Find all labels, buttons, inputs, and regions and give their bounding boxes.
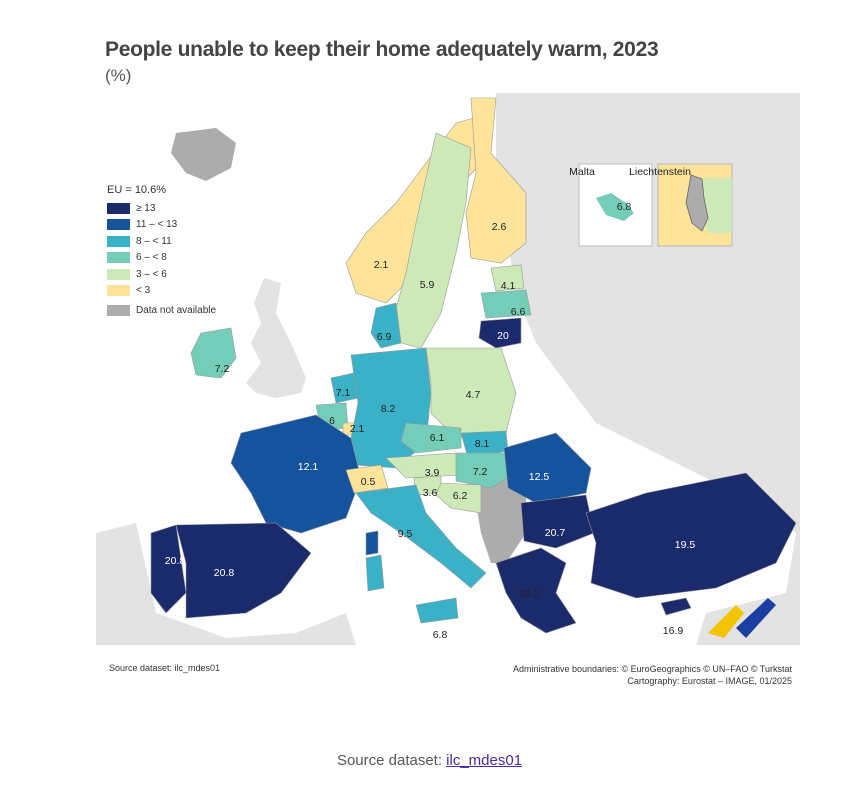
- inset-liechtenstein-shape: [685, 174, 709, 232]
- uk-land: [246, 278, 306, 398]
- label-turkey: 19.5: [675, 539, 696, 551]
- inset-liechtenstein-title: Liechtenstein: [629, 166, 691, 178]
- label-greece: 19.2: [519, 588, 540, 600]
- country-ireland: [190, 327, 237, 379]
- country-turkey: [585, 472, 797, 599]
- label-france: 12.1: [298, 461, 319, 473]
- country-france: [230, 414, 362, 534]
- legend-item: < 3: [107, 283, 216, 300]
- label-bulgaria: 20.7: [545, 527, 566, 539]
- map-legend: EU = 10.6% ≥ 13 11 – < 13 8 – < 11 6 – <…: [107, 184, 216, 319]
- label-finland: 2.6: [492, 221, 507, 233]
- label-austria: 3.9: [425, 467, 440, 479]
- credits-boundaries: Administrative boundaries: © EuroGeograp…: [512, 664, 792, 674]
- label-hungary: 7.2: [473, 466, 488, 478]
- label-czechia: 6.1: [430, 432, 445, 444]
- legend-swatch: [107, 235, 130, 247]
- country-greece: [495, 547, 577, 634]
- legend-swatch: [107, 268, 130, 280]
- country-czechia: [400, 422, 462, 454]
- label-norway: 2.1: [374, 259, 389, 271]
- label-switzerland: 0.5: [361, 476, 376, 488]
- legend-item-not-available: Data not available: [107, 302, 216, 319]
- footer-label: Source dataset:: [336, 752, 447, 769]
- country-switzerland: [345, 464, 389, 494]
- label-latvia: 6.6: [511, 306, 526, 318]
- label-italy: 9.5: [398, 528, 413, 540]
- label-spain: 20.8: [214, 567, 235, 579]
- country-romania: [503, 432, 592, 504]
- country-latvia: [480, 289, 532, 319]
- label-slovakia: 8.1: [475, 438, 490, 450]
- legend-item: 8 – < 11: [107, 233, 216, 250]
- legend-swatch: [107, 285, 130, 297]
- country-cyprus: [660, 597, 692, 616]
- source-footer: Source dataset: ilc_mdes01: [0, 752, 859, 769]
- legend-item: ≥ 13: [107, 200, 216, 217]
- label-luxembourg: 2.1: [350, 423, 365, 435]
- country-portugal: [150, 524, 187, 614]
- legend-label: < 3: [136, 285, 151, 297]
- legend-item: 11 – < 13: [107, 217, 216, 234]
- label-croatia: 6.2: [453, 490, 468, 502]
- map-credits: Administrative boundaries: © EuroGeograp…: [513, 663, 792, 687]
- legend-eu-average: EU = 10.6%: [107, 184, 167, 196]
- label-ireland: 7.2: [215, 363, 230, 375]
- legend-swatch: [107, 304, 130, 316]
- europe-map: Malta 6.8 Liechtenstein 2.1 5.9 2.6 4.1 …: [96, 93, 800, 645]
- label-portugal: 20.8: [165, 555, 186, 567]
- country-sicily: [415, 597, 459, 624]
- label-belgium: 6: [329, 415, 335, 427]
- label-germany: 8.2: [381, 403, 396, 415]
- legend-label: ≥ 13: [136, 202, 156, 214]
- eurostat-logo: [708, 598, 776, 638]
- label-malta-inset: 6.8: [617, 201, 632, 213]
- label-estonia: 4.1: [501, 280, 516, 292]
- label-romania: 12.5: [529, 471, 550, 483]
- country-estonia: [490, 264, 525, 292]
- country-sardinia: [365, 554, 385, 592]
- legend-label: 3 – < 6: [136, 268, 167, 280]
- country-denmark: [370, 302, 402, 349]
- label-denmark: 6.9: [377, 331, 392, 343]
- label-cyprus: 16.9: [663, 625, 684, 637]
- legend-swatch: [107, 202, 130, 214]
- country-sweden: [395, 132, 472, 349]
- country-croatia: [435, 482, 482, 514]
- label-sweden: 5.9: [420, 279, 435, 291]
- legend-item: 3 – < 6: [107, 266, 216, 283]
- legend-label: 8 – < 11: [136, 235, 172, 247]
- country-finland: [465, 97, 527, 264]
- balkans-land: [476, 473, 526, 563]
- iceland-land: [171, 128, 236, 181]
- map-title: People unable to keep their home adequat…: [105, 38, 659, 61]
- legend-label: 11 – < 13: [136, 219, 178, 231]
- legend-swatch: [107, 252, 130, 264]
- legend-swatch: [107, 219, 130, 231]
- label-poland: 4.7: [466, 389, 481, 401]
- credits-cartography: Cartography: Eurostat – IMAGE, 01/2025: [627, 676, 792, 686]
- inset-malta-title: Malta: [569, 166, 595, 178]
- country-hungary: [455, 452, 517, 489]
- legend-item: 6 – < 8: [107, 250, 216, 267]
- label-lithuania: 20: [497, 330, 509, 342]
- country-italy: [355, 484, 487, 589]
- legend-label: 6 – < 8: [136, 252, 167, 264]
- legend-label: Data not available: [136, 304, 217, 316]
- label-slovenia: 3.6: [423, 487, 438, 499]
- map-subtitle: (%): [105, 66, 132, 85]
- label-netherlands: 7.1: [336, 387, 351, 399]
- inset-malta-shape: [596, 193, 634, 221]
- country-corsica: [365, 530, 379, 556]
- country-bulgaria: [520, 494, 595, 549]
- non-eu-land-west: [96, 523, 356, 645]
- source-dataset-link[interactable]: ilc_mdes01: [446, 752, 523, 769]
- label-malta: 6.8: [433, 629, 448, 641]
- map-source-note: Source dataset: ilc_mdes01: [109, 663, 221, 673]
- country-lithuania: [478, 317, 522, 349]
- country-spain: [175, 522, 312, 619]
